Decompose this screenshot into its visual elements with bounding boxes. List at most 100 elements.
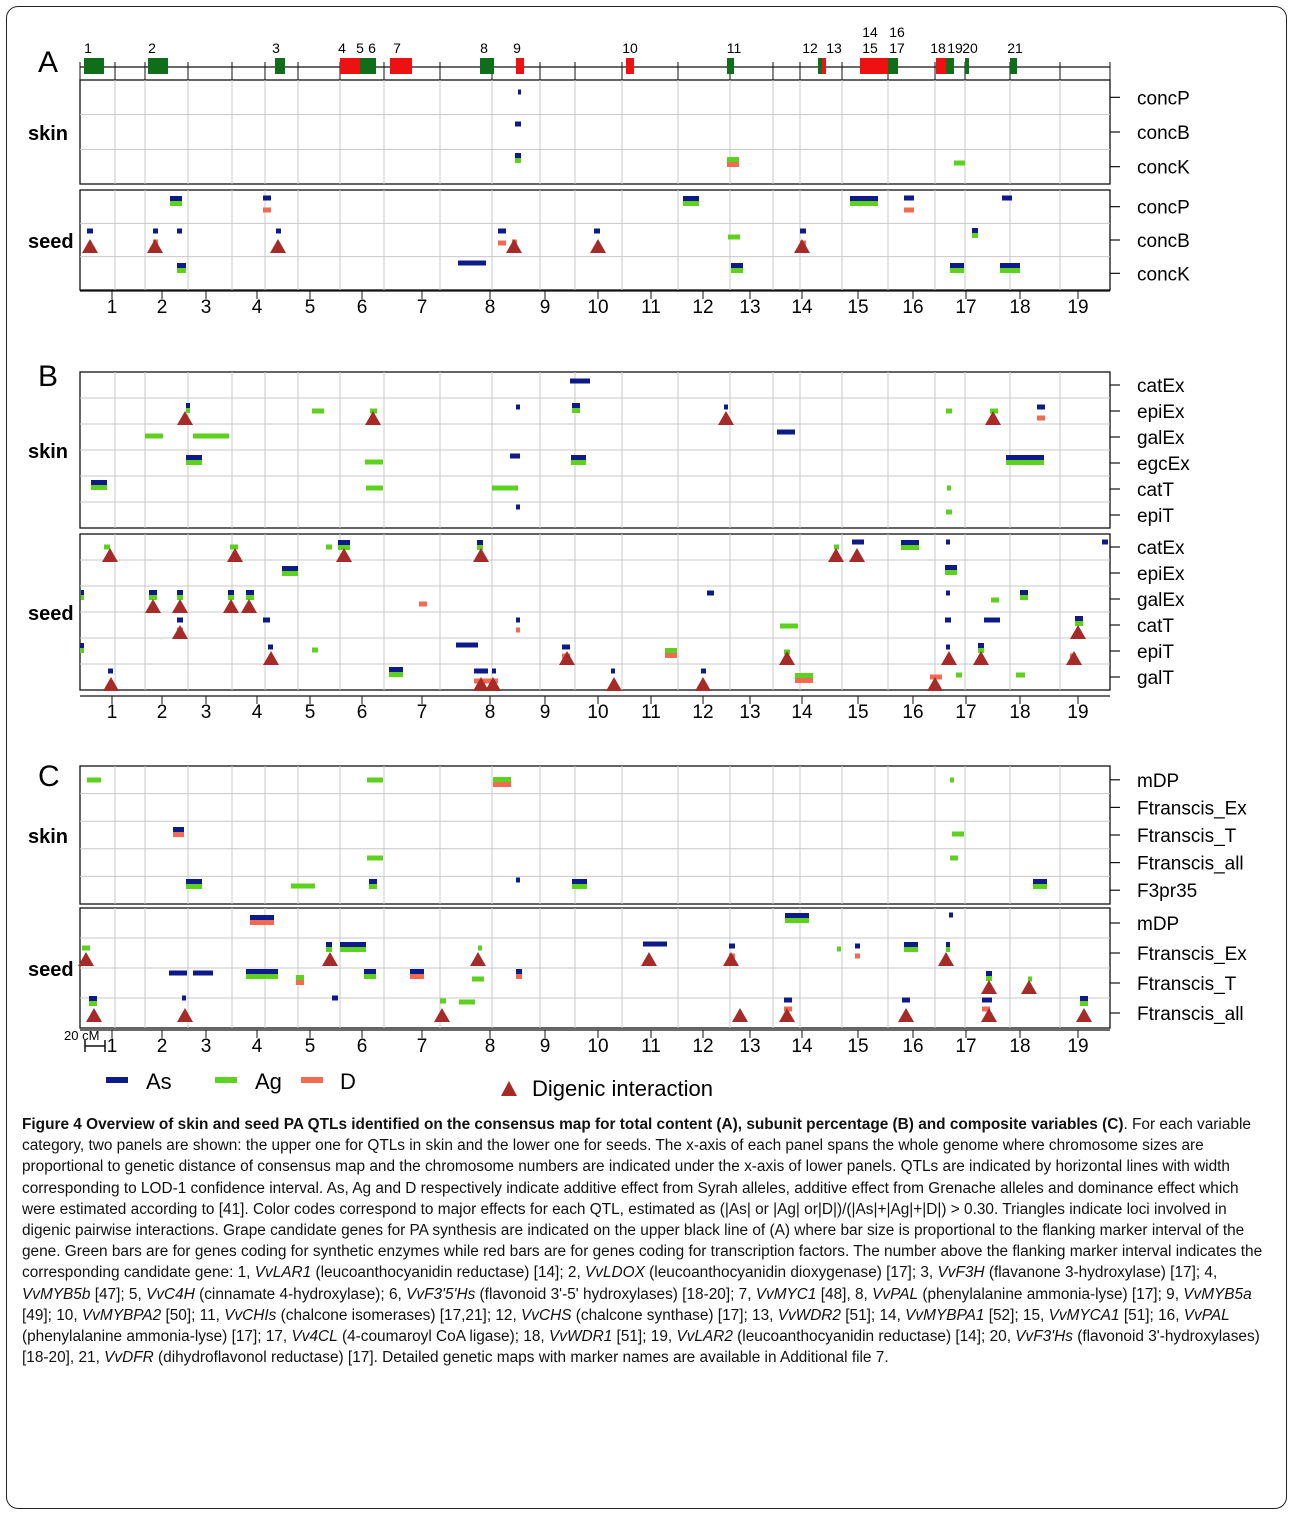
qtl-bar-as: [729, 943, 735, 949]
qtl-bar-d: [493, 782, 511, 787]
digenic-triangle: [718, 411, 734, 425]
chromosome-number: 5: [305, 702, 316, 723]
qtl-bar-d: [784, 1006, 792, 1012]
qtl-bar-ag: [312, 647, 318, 653]
row-label-epiEx: epiEx: [1137, 564, 1185, 585]
candidate-gene-number: 9: [513, 40, 521, 56]
candidate-gene-bar: [965, 58, 969, 74]
qtl-bar-ag: [326, 947, 332, 952]
qtl-bar-ag: [950, 268, 964, 273]
qtl-bar-as: [572, 403, 580, 408]
digenic-triangle: [473, 548, 489, 562]
gene-name: VvMYCA1: [1048, 1306, 1120, 1324]
chromosome-number: 2: [157, 1036, 168, 1057]
qtl-bar-as: [246, 590, 254, 595]
caption-gene-list: VvLAR1 (leucoanthocyanidin reductase) [1…: [22, 1264, 1260, 1366]
gene-description: (4-coumaroyl CoA ligase); 18,: [337, 1328, 549, 1346]
qtl-bar-ag: [369, 884, 377, 889]
digenic-triangle: [147, 239, 163, 253]
digenic-triangle: [981, 1008, 997, 1022]
candidate-gene-bar: [148, 58, 168, 74]
row-label-F3pr35: F3pr35: [1137, 881, 1197, 902]
candidate-gene-number: 18: [930, 40, 946, 56]
qtl-bar-as: [516, 969, 522, 974]
gene-description: [51]; 14,: [840, 1306, 906, 1324]
qtl-bar-as: [594, 228, 600, 234]
qtl-bar-ag: [340, 947, 366, 952]
candidate-gene-number: 15: [862, 40, 878, 56]
panel-letter-A: A: [38, 46, 58, 79]
candidate-gene-number: 5: [356, 40, 364, 56]
qtl-bar-d: [982, 1006, 990, 1012]
gene-name: VvCHIs: [224, 1306, 277, 1324]
digenic-triangle: [365, 411, 381, 425]
qtl-bar-as: [282, 566, 298, 571]
qtl-bar-ag: [145, 433, 163, 439]
qtl-bar-d: [795, 678, 813, 683]
row-label-Ftranscis_T: Ftranscis_T: [1137, 826, 1237, 847]
row-label-mDP: mDP: [1137, 771, 1179, 792]
qtl-bar-ag: [89, 1001, 97, 1006]
gene-name: VvMYBPA1: [905, 1306, 985, 1324]
group-label-seed: seed: [28, 231, 74, 253]
candidate-gene-number: 6: [368, 40, 376, 56]
qtl-bar-as: [570, 378, 590, 384]
qtl-bar-ag: [193, 433, 229, 439]
chromosome-number: 9: [540, 702, 551, 723]
gene-description: [47]; 5,: [90, 1285, 147, 1303]
row-label-egcEx: egcEx: [1137, 454, 1190, 475]
figure-frame: [6, 6, 1287, 1509]
chromosome-number: 9: [540, 297, 551, 318]
candidate-gene-number: 17: [889, 40, 905, 56]
qtl-bar-as: [169, 970, 187, 976]
gene-name: VvCHS: [521, 1306, 572, 1324]
chromosome-number: 1: [107, 297, 118, 318]
chromosome-number: 4: [252, 1036, 263, 1057]
digenic-triangle: [938, 952, 954, 966]
qtl-bar-d: [296, 980, 304, 985]
qtl-bar-ag: [1028, 976, 1032, 982]
candidate-gene-number: 3: [272, 40, 280, 56]
group-label-skin: skin: [28, 441, 68, 463]
qtl-bar-ag: [1020, 595, 1028, 600]
qtl-bar-as: [982, 997, 992, 1003]
chromosome-number: 6: [357, 1036, 368, 1057]
gene-name: VvF3H: [937, 1264, 985, 1282]
gene-description: (phenylalanine ammonia-lyse) [17]; 9,: [918, 1285, 1184, 1303]
qtl-bar-as: [777, 429, 795, 435]
row-label-Ftranscis_Ex: Ftranscis_Ex: [1137, 798, 1247, 819]
qtl-bar-ag: [954, 160, 965, 166]
legend-d-swatch: [301, 1077, 323, 1083]
qtl-bar-ag: [472, 976, 484, 982]
qtl-bar-as: [474, 668, 488, 674]
chromosome-number: 5: [305, 297, 316, 318]
qtl-bar-as: [1102, 539, 1108, 545]
qtl-bar-ag: [338, 545, 350, 550]
qtl-bar-ag: [571, 460, 586, 465]
qtl-bar-as: [946, 590, 950, 596]
qtl-bar-ag: [186, 884, 202, 889]
qtl-bar-d: [410, 974, 424, 979]
qtl-bar-ag: [228, 595, 234, 600]
row-label-mDP: mDP: [1137, 914, 1179, 935]
qtl-bar-as: [263, 195, 271, 201]
qtl-bar-as: [972, 228, 978, 233]
digenic-triangle: [506, 239, 522, 253]
qtl-bar-as: [177, 617, 183, 623]
chromosome-number: 15: [847, 702, 868, 723]
digenic-triangle: [898, 1008, 914, 1022]
panel-box: [79, 189, 1111, 291]
chromosome-number: 7: [417, 702, 428, 723]
digenic-triangle: [606, 677, 622, 691]
candidate-gene-bar: [946, 58, 954, 74]
qtl-bar-as: [182, 995, 186, 1001]
qtl-bar-as: [516, 617, 520, 623]
qtl-bar-ag: [370, 408, 377, 414]
qtl-bar-as: [1080, 996, 1088, 1001]
candidate-gene-number: 19: [947, 40, 963, 56]
digenic-triangle: [103, 677, 119, 691]
qtl-bar-as: [510, 453, 520, 459]
qtl-bar-ag: [246, 974, 278, 979]
digenic-triangle: [779, 1008, 795, 1022]
gene-name: VvMYBPA2: [81, 1306, 162, 1324]
